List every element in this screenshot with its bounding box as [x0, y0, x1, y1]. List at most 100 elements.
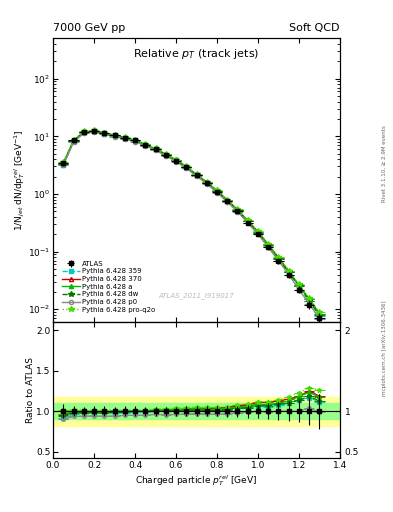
Pythia 6.428 p0	[317, 315, 322, 322]
Pythia 6.428 p0	[143, 143, 148, 149]
Pythia 6.428 pro-q2o	[215, 187, 219, 194]
Text: ATLAS_2011_I919017: ATLAS_2011_I919017	[159, 293, 234, 300]
Pythia 6.428 dw	[184, 164, 189, 170]
Pythia 6.428 a	[307, 296, 312, 303]
Pythia 6.428 pro-q2o	[225, 197, 230, 203]
Pythia 6.428 pro-q2o	[71, 137, 76, 143]
Pythia 6.428 a	[163, 151, 168, 157]
Pythia 6.428 a	[81, 129, 86, 135]
Pythia 6.428 a	[194, 172, 199, 178]
Text: mcplots.cern.ch [arXiv:1306.3436]: mcplots.cern.ch [arXiv:1306.3436]	[382, 301, 387, 396]
Pythia 6.428 359	[307, 298, 312, 304]
Pythia 6.428 pro-q2o	[307, 295, 312, 302]
Pythia 6.428 370	[276, 254, 281, 261]
Text: Soft QCD: Soft QCD	[290, 23, 340, 33]
Y-axis label: 1/N$_{jet}$ dN/dp$_{T}^{rel}$ [GeV$^{-1}$]: 1/N$_{jet}$ dN/dp$_{T}^{rel}$ [GeV$^{-1}…	[12, 130, 27, 231]
Pythia 6.428 359	[133, 138, 138, 144]
Pythia 6.428 a	[255, 229, 260, 236]
Pythia 6.428 a	[204, 179, 209, 185]
Pythia 6.428 p0	[276, 258, 281, 264]
Pythia 6.428 359	[163, 152, 168, 158]
Pythia 6.428 dw	[204, 180, 209, 186]
Pythia 6.428 359	[317, 312, 322, 318]
Pythia 6.428 p0	[286, 271, 291, 278]
Pythia 6.428 359	[266, 243, 271, 249]
Pythia 6.428 dw	[297, 283, 301, 289]
Pythia 6.428 a	[286, 269, 291, 275]
Pythia 6.428 pro-q2o	[194, 171, 199, 177]
Pythia 6.428 pro-q2o	[204, 179, 209, 185]
Pythia 6.428 pro-q2o	[255, 228, 260, 234]
Pythia 6.428 370	[215, 187, 219, 194]
Pythia 6.428 p0	[174, 159, 178, 165]
Pythia 6.428 370	[102, 130, 107, 136]
Pythia 6.428 p0	[71, 139, 76, 145]
Bar	[53, 403, 340, 419]
Pythia 6.428 dw	[81, 129, 86, 135]
Pythia 6.428 p0	[184, 165, 189, 172]
Pythia 6.428 p0	[255, 231, 260, 238]
Pythia 6.428 dw	[133, 137, 138, 143]
Pythia 6.428 pro-q2o	[143, 141, 148, 147]
Pythia 6.428 359	[297, 283, 301, 289]
Pythia 6.428 a	[225, 197, 230, 203]
Pythia 6.428 359	[194, 172, 199, 178]
Pythia 6.428 359	[102, 131, 107, 137]
Pythia 6.428 359	[235, 207, 240, 214]
Pythia 6.428 359	[123, 135, 127, 141]
Pythia 6.428 359	[204, 180, 209, 186]
Pythia 6.428 a	[174, 157, 178, 163]
Pythia 6.428 dw	[61, 161, 66, 167]
Pythia 6.428 a	[133, 137, 138, 143]
Pythia 6.428 dw	[71, 138, 76, 144]
Pythia 6.428 p0	[307, 301, 312, 307]
Pythia 6.428 p0	[266, 244, 271, 250]
Pythia 6.428 dw	[153, 146, 158, 152]
Pythia 6.428 p0	[297, 287, 301, 293]
Pythia 6.428 p0	[102, 132, 107, 138]
Pythia 6.428 370	[184, 164, 189, 170]
Line: Pythia 6.428 dw: Pythia 6.428 dw	[61, 129, 322, 318]
Pythia 6.428 p0	[163, 153, 168, 159]
Pythia 6.428 pro-q2o	[266, 241, 271, 247]
Line: Pythia 6.428 a: Pythia 6.428 a	[61, 129, 321, 316]
Pythia 6.428 359	[81, 130, 86, 136]
Pythia 6.428 370	[143, 141, 148, 147]
Pythia 6.428 359	[71, 138, 76, 144]
Pythia 6.428 dw	[235, 207, 240, 214]
Pythia 6.428 p0	[81, 130, 86, 136]
Pythia 6.428 a	[143, 141, 148, 147]
Pythia 6.428 dw	[174, 157, 178, 163]
Pythia 6.428 dw	[163, 152, 168, 158]
Pythia 6.428 370	[286, 268, 291, 274]
Pythia 6.428 a	[71, 138, 76, 144]
Pythia 6.428 dw	[123, 135, 127, 141]
Pythia 6.428 a	[276, 255, 281, 261]
Line: Pythia 6.428 p0: Pythia 6.428 p0	[61, 130, 321, 321]
Text: Relative $p_{T}$ (track jets): Relative $p_{T}$ (track jets)	[133, 47, 260, 61]
Pythia 6.428 359	[153, 146, 158, 152]
Pythia 6.428 370	[174, 157, 178, 163]
Pythia 6.428 p0	[235, 209, 240, 215]
Pythia 6.428 359	[174, 157, 178, 163]
Pythia 6.428 dw	[102, 130, 107, 136]
Pythia 6.428 p0	[204, 181, 209, 187]
Pythia 6.428 p0	[245, 220, 250, 226]
Pythia 6.428 a	[61, 160, 66, 166]
Pythia 6.428 370	[307, 296, 312, 302]
Pythia 6.428 359	[255, 230, 260, 236]
Pythia 6.428 a	[215, 188, 219, 194]
Pythia 6.428 dw	[255, 229, 260, 236]
Pythia 6.428 p0	[92, 129, 96, 135]
Pythia 6.428 370	[163, 152, 168, 158]
Pythia 6.428 359	[276, 256, 281, 262]
Pythia 6.428 a	[153, 146, 158, 152]
Pythia 6.428 pro-q2o	[235, 206, 240, 212]
Line: Pythia 6.428 pro-q2o: Pythia 6.428 pro-q2o	[61, 127, 322, 315]
Text: Rivet 3.1.10, ≥ 2.9M events: Rivet 3.1.10, ≥ 2.9M events	[382, 125, 387, 202]
Pythia 6.428 a	[92, 128, 96, 134]
Pythia 6.428 p0	[112, 134, 117, 140]
Pythia 6.428 dw	[317, 312, 322, 318]
Pythia 6.428 370	[204, 179, 209, 185]
Pythia 6.428 pro-q2o	[81, 129, 86, 135]
